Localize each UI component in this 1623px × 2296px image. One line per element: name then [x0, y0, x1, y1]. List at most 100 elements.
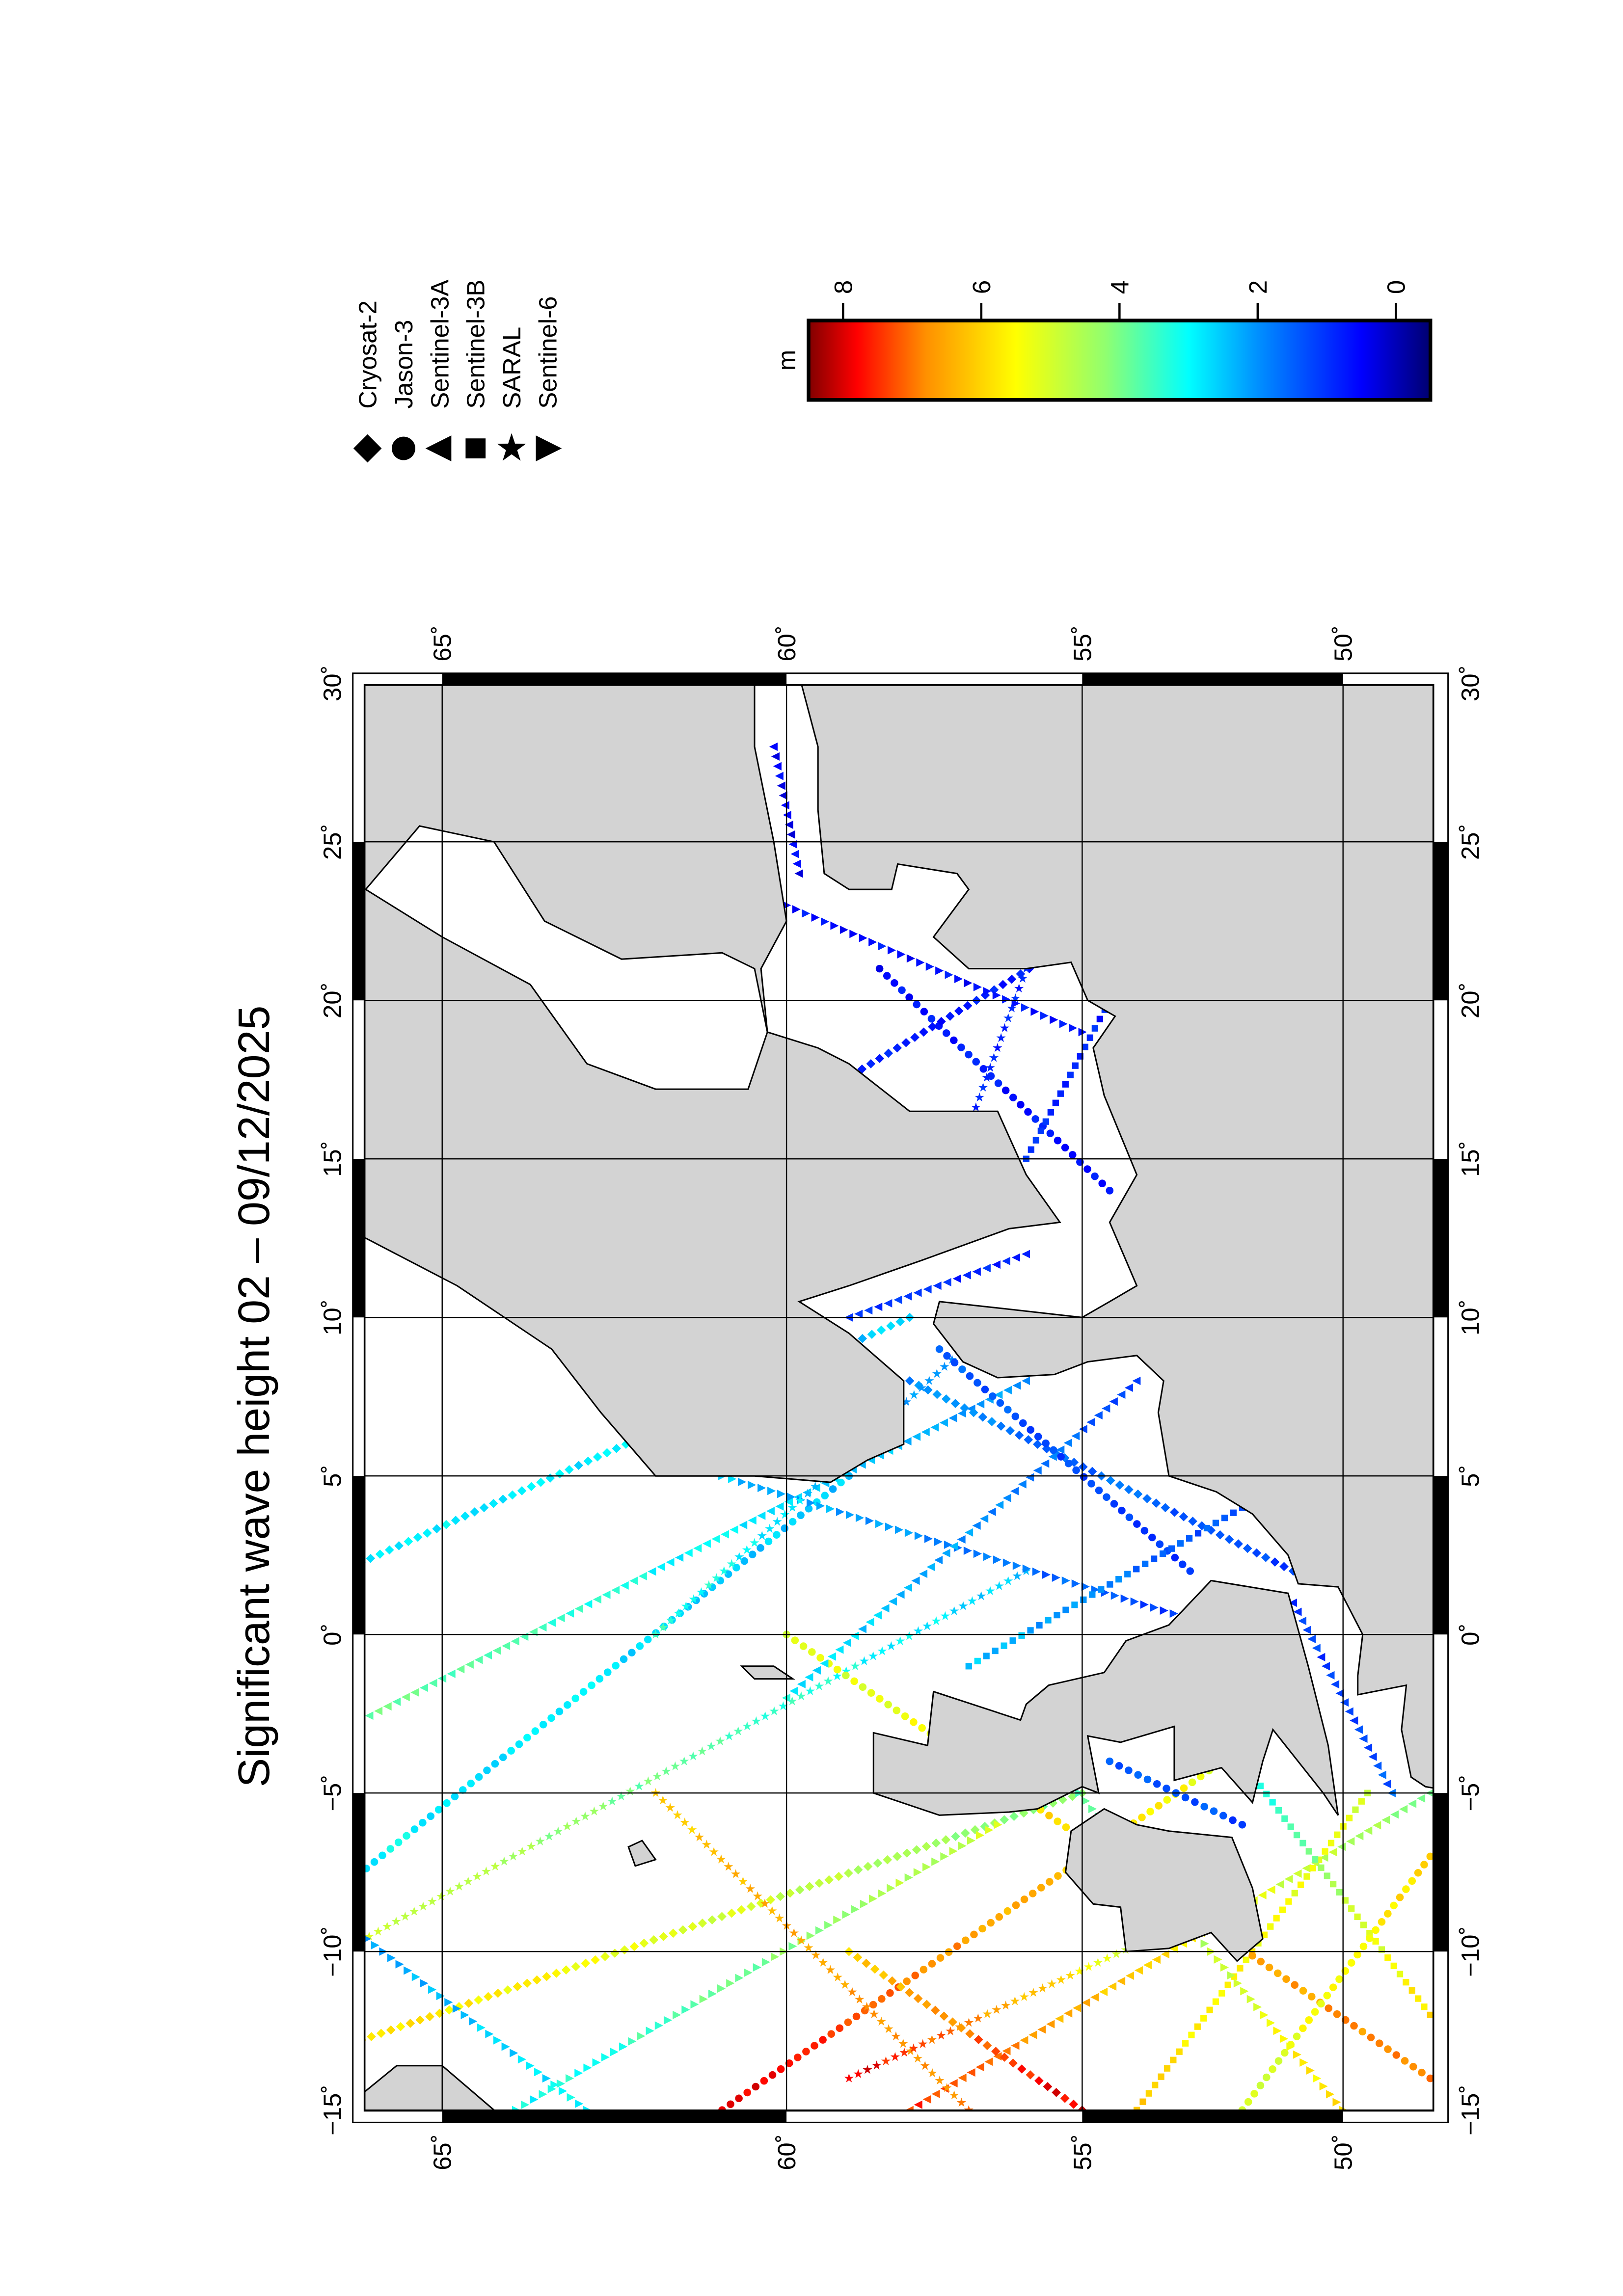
swh-point — [973, 2013, 983, 2023]
swh-point — [1021, 1376, 1030, 1385]
track-jason-3 — [875, 964, 1114, 1195]
swh-point — [1360, 1922, 1367, 1928]
swh-point — [465, 1660, 474, 1669]
swh-point — [740, 1557, 749, 1565]
swh-point — [1098, 1586, 1105, 1593]
swh-point — [1079, 1425, 1087, 1434]
swh-point — [1152, 2082, 1159, 2088]
swh-point — [1168, 1545, 1175, 1552]
swh-point — [982, 1264, 991, 1273]
swh-point — [936, 1954, 945, 1962]
swh-point — [943, 1352, 951, 1360]
swh-point — [1068, 1151, 1077, 1159]
swh-point — [905, 993, 913, 1001]
swh-point — [583, 2063, 592, 2072]
swh-point — [733, 1726, 743, 1735]
swh-point — [601, 2053, 610, 2062]
swh-point — [881, 2056, 891, 2065]
frame-bar — [1082, 673, 1343, 685]
swh-point — [1420, 1861, 1428, 1869]
swh-point — [777, 1490, 786, 1498]
frame-bar — [1433, 1793, 1448, 1952]
swh-point — [748, 1550, 757, 1558]
swh-point — [1403, 1979, 1409, 1986]
swh-point — [551, 1969, 561, 1978]
swh-point — [869, 2001, 877, 2009]
swh-point — [491, 1760, 499, 1768]
swh-point — [1330, 1680, 1340, 1689]
swh-point — [935, 2075, 945, 2085]
swh-point — [1224, 1535, 1234, 1544]
swh-point — [523, 1734, 531, 1742]
swh-point — [477, 2023, 486, 2032]
swh-point — [693, 1544, 702, 1553]
swh-point — [853, 2069, 863, 2079]
swh-point — [1002, 2047, 1011, 2056]
swh-point — [704, 1580, 714, 1589]
swh-point — [934, 1555, 943, 1565]
swh-point — [779, 791, 787, 800]
swh-point — [1227, 1971, 1236, 1980]
swh-point — [1322, 1848, 1328, 1855]
swh-point — [469, 2017, 478, 2026]
swh-point — [538, 1623, 547, 1632]
swh-point — [805, 1882, 814, 1891]
swh-point — [835, 1645, 844, 1654]
swh-point — [1032, 1137, 1039, 1144]
swh-point — [432, 1524, 442, 1534]
colorbar-tick-label: 0 — [1382, 280, 1410, 294]
swh-point — [365, 1711, 374, 1720]
swh-point — [909, 1389, 919, 1399]
swh-point — [1368, 1752, 1377, 1761]
swh-point — [974, 1379, 981, 1387]
swh-point — [562, 1821, 572, 1831]
swh-point — [1071, 1579, 1080, 1588]
swh-point — [558, 2086, 568, 2095]
swh-point — [1340, 1698, 1349, 1707]
swh-point — [757, 1484, 766, 1493]
swh-point — [893, 1707, 901, 1714]
swh-point — [810, 1481, 820, 1491]
swh-point — [1220, 1963, 1229, 1972]
swh-point — [610, 1949, 620, 1958]
swh-point — [688, 1751, 698, 1761]
swh-point — [1281, 2049, 1289, 2057]
swh-point — [1178, 1560, 1187, 1569]
longitude-label: 0˚ — [1457, 1624, 1485, 1646]
swh-point — [1275, 1807, 1282, 1814]
swh-point — [401, 1693, 410, 1702]
swh-point — [898, 986, 906, 994]
swh-point — [338, 1884, 346, 1892]
swh-point — [1018, 1480, 1027, 1489]
swh-point — [863, 2065, 872, 2074]
swh-point — [936, 2030, 946, 2040]
swh-point — [918, 1724, 926, 1732]
swh-point — [1037, 1127, 1044, 1134]
swh-point — [903, 1437, 912, 1446]
swh-point — [1329, 1983, 1337, 1991]
swh-point — [530, 2095, 539, 2104]
swh-point — [796, 1935, 806, 1945]
swh-point — [992, 1260, 1001, 1269]
swh-point — [1003, 1386, 1012, 1394]
swh-point — [436, 1992, 445, 2001]
swh-point — [1218, 1990, 1225, 1997]
swh-point — [949, 2079, 958, 2088]
swh-point — [847, 1987, 857, 1997]
swh-point — [904, 1873, 913, 1882]
track-sentinel-3a — [782, 1376, 1141, 1702]
swh-point — [790, 850, 799, 858]
swh-point — [1274, 2057, 1283, 2065]
swh-point — [1054, 1611, 1060, 1619]
swh-point — [1075, 1966, 1084, 1976]
swh-point — [555, 1708, 564, 1715]
swh-point — [916, 958, 925, 967]
swh-point — [1052, 1099, 1059, 1106]
swh-point — [1372, 1938, 1379, 1945]
swh-point — [526, 1841, 536, 1851]
swh-point — [1246, 1995, 1255, 2003]
longitude-label: 10˚ — [319, 1299, 347, 1335]
swh-point — [1188, 2031, 1195, 2038]
track-sentinel-3a — [769, 742, 803, 878]
swh-point — [965, 1528, 974, 1537]
